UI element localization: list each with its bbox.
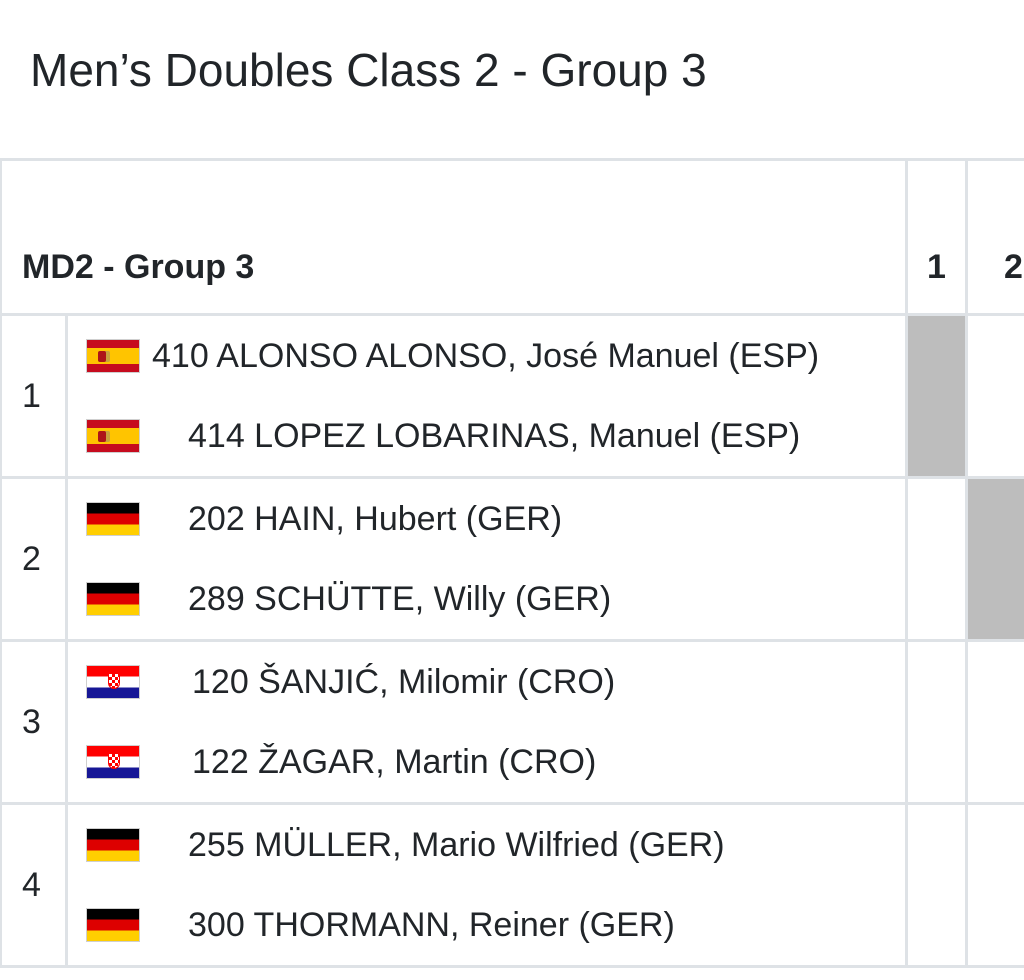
- result-cell: [905, 476, 968, 642]
- spain-flag-icon: [86, 339, 140, 373]
- result-cell-self: [965, 476, 1024, 642]
- player-name[interactable]: 122 ŽAGAR, Martin (CRO): [192, 743, 597, 781]
- team-players: 410 ALONSO ALONSO, José Manuel (ESP) 414…: [65, 313, 908, 479]
- team-players: 255 MÜLLER, Mario Wilfried (GER) 300 THO…: [65, 802, 908, 968]
- player-entry[interactable]: 120 ŠANJIĆ, Milomir (CRO): [86, 642, 905, 722]
- player-entry[interactable]: 202 HAIN, Hubert (GER): [86, 479, 905, 559]
- result-cell: [965, 313, 1024, 479]
- result-cell: [965, 802, 1024, 968]
- group-table: MD2 - Group 3 1 2 1 410 ALONSO ALONSO, J…: [0, 158, 1024, 968]
- table-row-team-3: 3 120 ŠANJIĆ, Milomir (CRO) 122 ŽAGAR, M…: [0, 639, 1024, 805]
- team-seed: 2: [0, 476, 68, 642]
- germany-flag-icon: [86, 908, 140, 942]
- germany-flag-icon: [86, 502, 140, 536]
- result-cell: [905, 802, 968, 968]
- player-name[interactable]: 120 ŠANJIĆ, Milomir (CRO): [192, 663, 616, 701]
- group-label-header: MD2 - Group 3: [0, 158, 908, 316]
- player-entry[interactable]: 122 ŽAGAR, Martin (CRO): [86, 722, 905, 802]
- team-seed: 3: [0, 639, 68, 805]
- column-header-1: 1: [905, 158, 968, 316]
- germany-flag-icon: [86, 828, 140, 862]
- player-name[interactable]: 300 THORMANN, Reiner (GER): [188, 906, 675, 944]
- table-row-team-2: 2 202 HAIN, Hubert (GER) 289 SCHÜTTE, Wi…: [0, 476, 1024, 642]
- column-header-2: 2: [965, 158, 1024, 316]
- result-cell: [905, 639, 968, 805]
- player-entry[interactable]: 255 MÜLLER, Mario Wilfried (GER): [86, 805, 905, 885]
- team-players: 120 ŠANJIĆ, Milomir (CRO) 122 ŽAGAR, Mar…: [65, 639, 908, 805]
- player-entry[interactable]: 414 LOPEZ LOBARINAS, Manuel (ESP): [86, 396, 905, 476]
- result-cell: [965, 639, 1024, 805]
- group-table-container: MD2 - Group 3 1 2 1 410 ALONSO ALONSO, J…: [0, 158, 1024, 980]
- team-seed: 4: [0, 802, 68, 968]
- team-players: 202 HAIN, Hubert (GER) 289 SCHÜTTE, Will…: [65, 476, 908, 642]
- player-name[interactable]: 202 HAIN, Hubert (GER): [188, 500, 563, 538]
- page-title: Men’s Doubles Class 2 - Group 3: [30, 44, 707, 96]
- player-name[interactable]: 410 ALONSO ALONSO, José Manuel (ESP): [152, 337, 820, 375]
- player-name[interactable]: 255 MÜLLER, Mario Wilfried (GER): [188, 826, 725, 864]
- croatia-flag-icon: [86, 745, 140, 779]
- germany-flag-icon: [86, 582, 140, 616]
- table-header-row: MD2 - Group 3 1 2: [0, 158, 1024, 316]
- table-row-team-4: 4 255 MÜLLER, Mario Wilfried (GER) 300 T…: [0, 802, 1024, 968]
- spain-flag-icon: [86, 419, 140, 453]
- player-entry[interactable]: 289 SCHÜTTE, Willy (GER): [86, 559, 905, 639]
- player-entry[interactable]: 410 ALONSO ALONSO, José Manuel (ESP): [86, 316, 905, 396]
- croatia-flag-icon: [86, 665, 140, 699]
- table-row-team-1: 1 410 ALONSO ALONSO, José Manuel (ESP) 4…: [0, 313, 1024, 479]
- player-name[interactable]: 414 LOPEZ LOBARINAS, Manuel (ESP): [188, 417, 801, 455]
- team-seed: 1: [0, 313, 68, 479]
- result-cell-self: [905, 313, 968, 479]
- player-entry[interactable]: 300 THORMANN, Reiner (GER): [86, 885, 905, 965]
- player-name[interactable]: 289 SCHÜTTE, Willy (GER): [188, 580, 612, 618]
